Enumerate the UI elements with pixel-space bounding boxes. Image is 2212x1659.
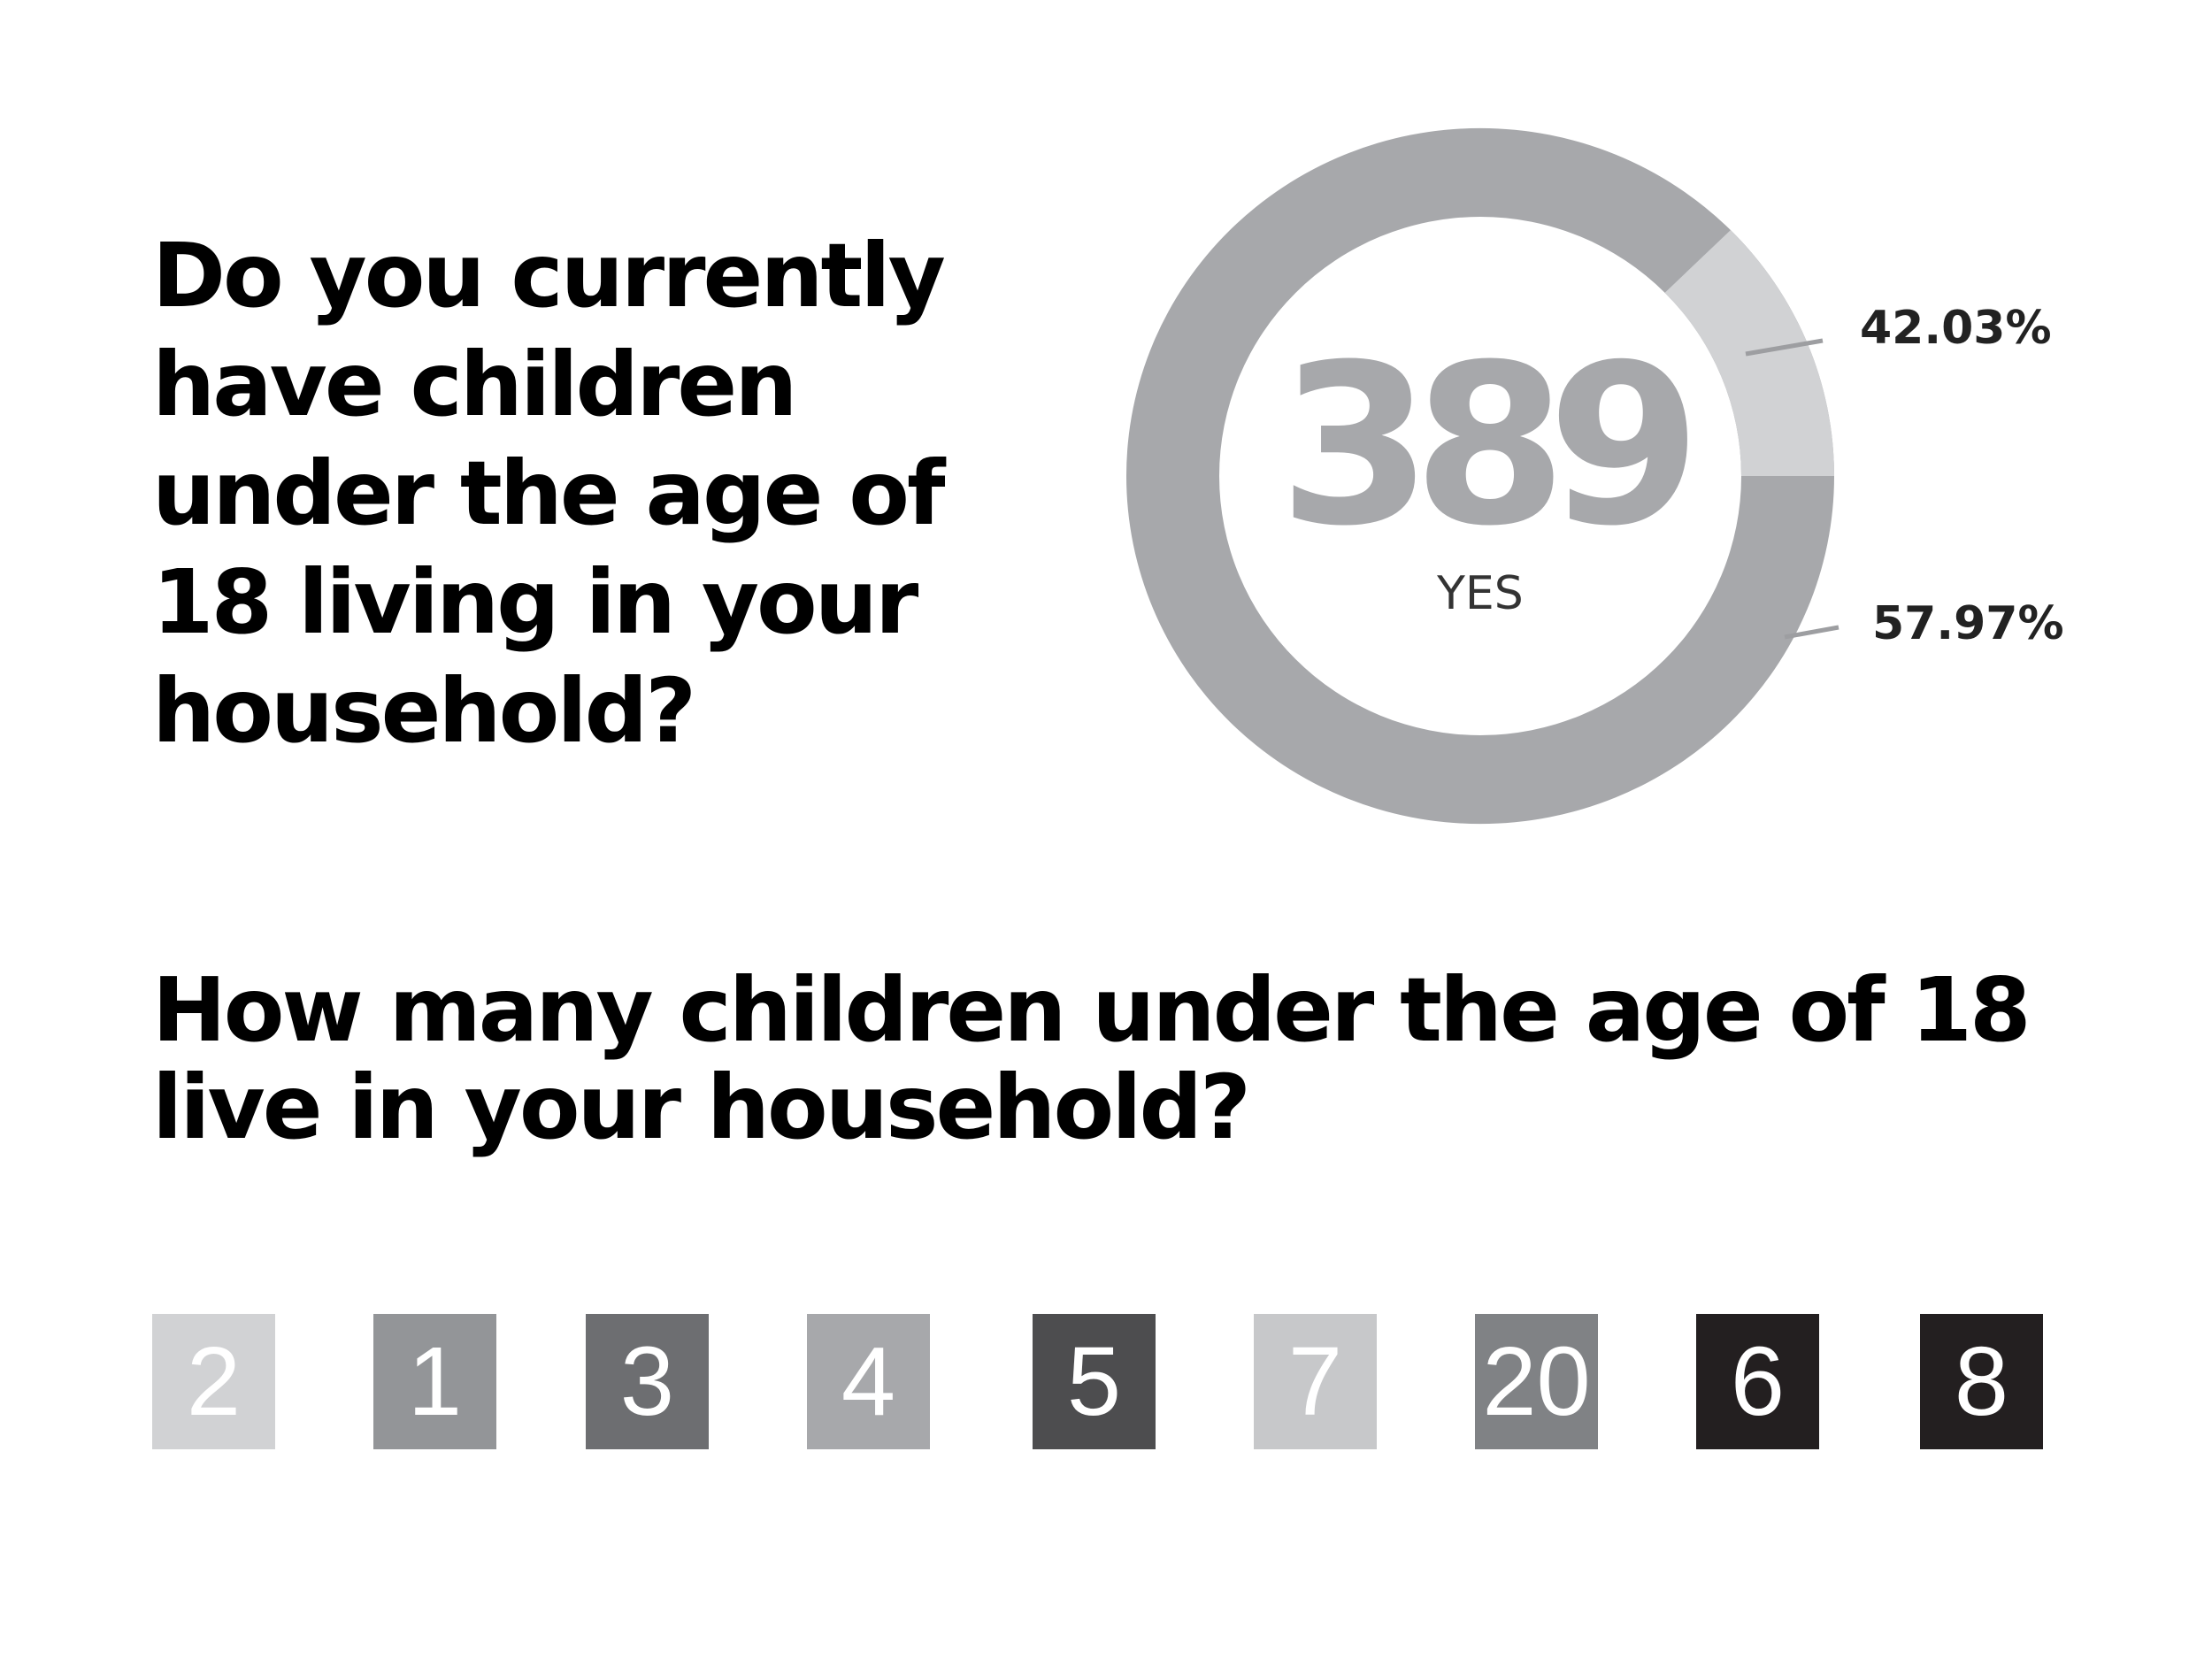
count-box-4: 4 <box>807 1314 930 1449</box>
slice-label-2: 57.97% <box>1872 597 2064 650</box>
count-box-1: 1 <box>373 1314 496 1449</box>
leader-line-1 <box>1745 338 1824 357</box>
count-box-3: 3 <box>586 1314 709 1449</box>
question-children-living: Do you currently have children under the… <box>152 224 946 763</box>
count-box-20: 20 <box>1475 1314 1598 1449</box>
children-yes-no-donut-chart: 42.03% 57.97% 389 YES <box>1126 127 2064 825</box>
question-children-count: How many children under the age of 18 li… <box>152 958 2032 1159</box>
leader-line-2 <box>1784 625 1839 640</box>
count-box-2: 2 <box>152 1314 275 1449</box>
count-box-5: 5 <box>1033 1314 1156 1449</box>
count-box-8: 8 <box>1920 1314 2043 1449</box>
count-box-7: 7 <box>1254 1314 1377 1449</box>
donut-center-number: 389 <box>1279 317 1687 574</box>
slice-label-1: 42.03% <box>1860 302 2052 355</box>
count-box-6: 6 <box>1696 1314 1819 1449</box>
donut-center-label: YES <box>1436 567 1524 620</box>
